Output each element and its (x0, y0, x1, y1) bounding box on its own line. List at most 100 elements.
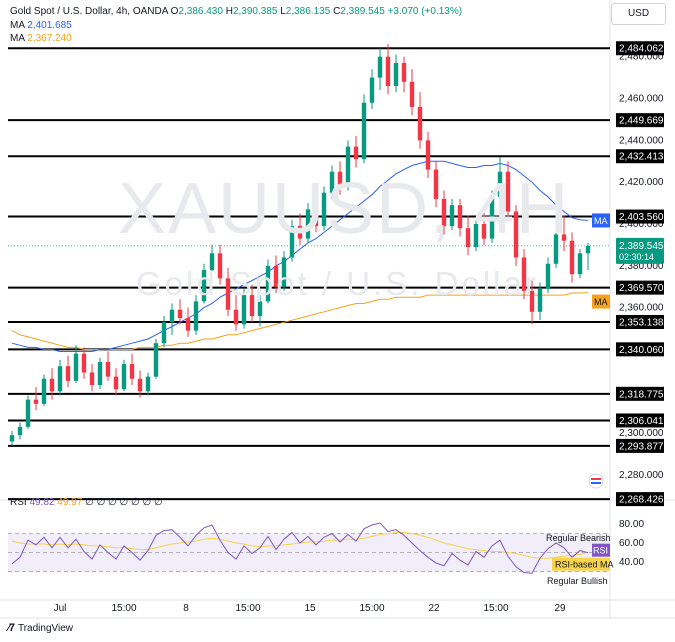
candle[interactable] (521, 249, 527, 300)
candle[interactable] (377, 48, 383, 91)
candle[interactable] (177, 299, 183, 325)
candle[interactable] (185, 307, 191, 337)
candle[interactable] (425, 132, 431, 178)
rsi-ma-badge[interactable]: RSI-based MA (552, 557, 614, 571)
level-label[interactable]: 2,306.041 (616, 413, 664, 428)
candle[interactable] (25, 395, 31, 429)
candle[interactable] (577, 249, 583, 279)
candle[interactable] (385, 44, 391, 95)
candle[interactable] (457, 198, 463, 237)
candle[interactable] (113, 368, 119, 396)
candle[interactable] (129, 353, 135, 385)
candle[interactable] (225, 267, 231, 316)
level-label[interactable]: 2,353.138 (616, 314, 664, 329)
level-label[interactable]: 2,403.560 (616, 209, 664, 224)
candle[interactable] (89, 364, 95, 392)
candle[interactable] (193, 295, 199, 335)
candle[interactable] (81, 347, 87, 379)
currency-selector[interactable]: USD (611, 3, 666, 25)
candle[interactable] (433, 161, 439, 208)
level-label[interactable]: 2,369.570 (616, 280, 664, 295)
rsi-legend[interactable]: RSI 49.82 49.97 ∅ ∅ ∅ ∅ ∅ ∅ ∅ (10, 497, 163, 508)
level-label[interactable]: 2,268.426 (616, 492, 664, 507)
level-label[interactable]: 2,293.877 (616, 438, 664, 453)
candle[interactable] (273, 255, 279, 293)
candle[interactable] (169, 303, 175, 335)
level-label[interactable]: 2,484.062 (616, 41, 664, 56)
candle[interactable] (65, 355, 71, 388)
candle[interactable] (305, 203, 311, 243)
candle[interactable] (265, 259, 271, 304)
candle[interactable] (97, 357, 103, 390)
level-label[interactable]: 2,340.060 (616, 342, 664, 357)
candle[interactable] (505, 161, 511, 220)
price-axis[interactable]: 2,480.000 2,460.000 2,440.000 2,420.000 2,40… (552, 41, 664, 571)
candle[interactable] (257, 295, 263, 327)
rsi-line[interactable] (11, 522, 589, 574)
time-axis[interactable]: Jul 15:00 8 15:00 15 15:00 22 15:00 29 (54, 603, 566, 614)
candle[interactable] (465, 215, 471, 256)
candle[interactable] (33, 387, 39, 411)
candle[interactable] (249, 284, 255, 323)
candle[interactable] (105, 351, 111, 381)
candle[interactable] (369, 69, 375, 109)
candle[interactable] (537, 282, 543, 321)
candle[interactable] (569, 232, 575, 283)
candle[interactable] (233, 295, 239, 331)
level-label[interactable]: 2,432.413 (616, 149, 664, 164)
ma-fast-badge[interactable]: MA (592, 213, 610, 228)
candle[interactable] (17, 422, 23, 440)
candle[interactable] (441, 190, 447, 235)
candle[interactable] (345, 140, 351, 191)
candle[interactable] (217, 244, 223, 285)
candle[interactable] (561, 215, 567, 252)
candle[interactable] (321, 186, 327, 231)
candle[interactable] (161, 316, 167, 348)
candle[interactable] (353, 136, 359, 168)
candle[interactable] (297, 213, 303, 245)
candle[interactable] (41, 374, 47, 406)
candle[interactable] (49, 368, 55, 400)
candle[interactable] (409, 69, 415, 116)
symbol-legend[interactable]: Gold Spot / U.S. Dollar, 4h, OANDA O2,38… (10, 5, 462, 18)
candle[interactable] (545, 257, 551, 293)
us-flag-icon[interactable] (588, 473, 604, 489)
ma-fast-line[interactable] (11, 160, 589, 352)
level-label[interactable]: 2,449.669 (616, 113, 664, 128)
candle[interactable] (153, 339, 159, 379)
candle[interactable] (121, 359, 127, 392)
rsi-badge[interactable]: RSI (592, 543, 610, 557)
candle[interactable] (417, 92, 423, 149)
ma-slow-legend[interactable]: MA 2,367.240 (10, 32, 72, 45)
ma-fast-legend[interactable]: MA 2,401.685 (10, 19, 72, 32)
candle[interactable] (473, 219, 479, 252)
candle[interactable] (313, 198, 319, 233)
candle[interactable] (329, 165, 335, 199)
candle[interactable] (361, 94, 367, 164)
candle[interactable] (481, 211, 487, 245)
candle[interactable] (289, 219, 295, 262)
candle[interactable] (73, 345, 79, 383)
candle[interactable] (57, 359, 63, 396)
candle[interactable] (513, 205, 519, 266)
candle[interactable] (137, 370, 143, 398)
candle[interactable] (585, 242, 591, 270)
level-label[interactable]: 2,318.775 (616, 386, 664, 401)
candle[interactable] (337, 161, 343, 195)
candle[interactable] (449, 198, 455, 231)
candle[interactable] (393, 54, 399, 93)
candle[interactable] (489, 190, 495, 243)
ma-slow-badge[interactable]: MA (592, 294, 610, 309)
candle[interactable] (145, 372, 151, 396)
candle[interactable] (281, 251, 287, 291)
candle[interactable] (201, 263, 207, 304)
candle[interactable] (529, 280, 535, 325)
candle[interactable] (497, 157, 503, 201)
candle[interactable] (401, 56, 407, 93)
candle[interactable] (9, 431, 15, 446)
candle[interactable] (241, 288, 247, 329)
tradingview-logo[interactable]: ⁄7 TradingView (8, 622, 73, 634)
candle[interactable] (209, 244, 215, 277)
